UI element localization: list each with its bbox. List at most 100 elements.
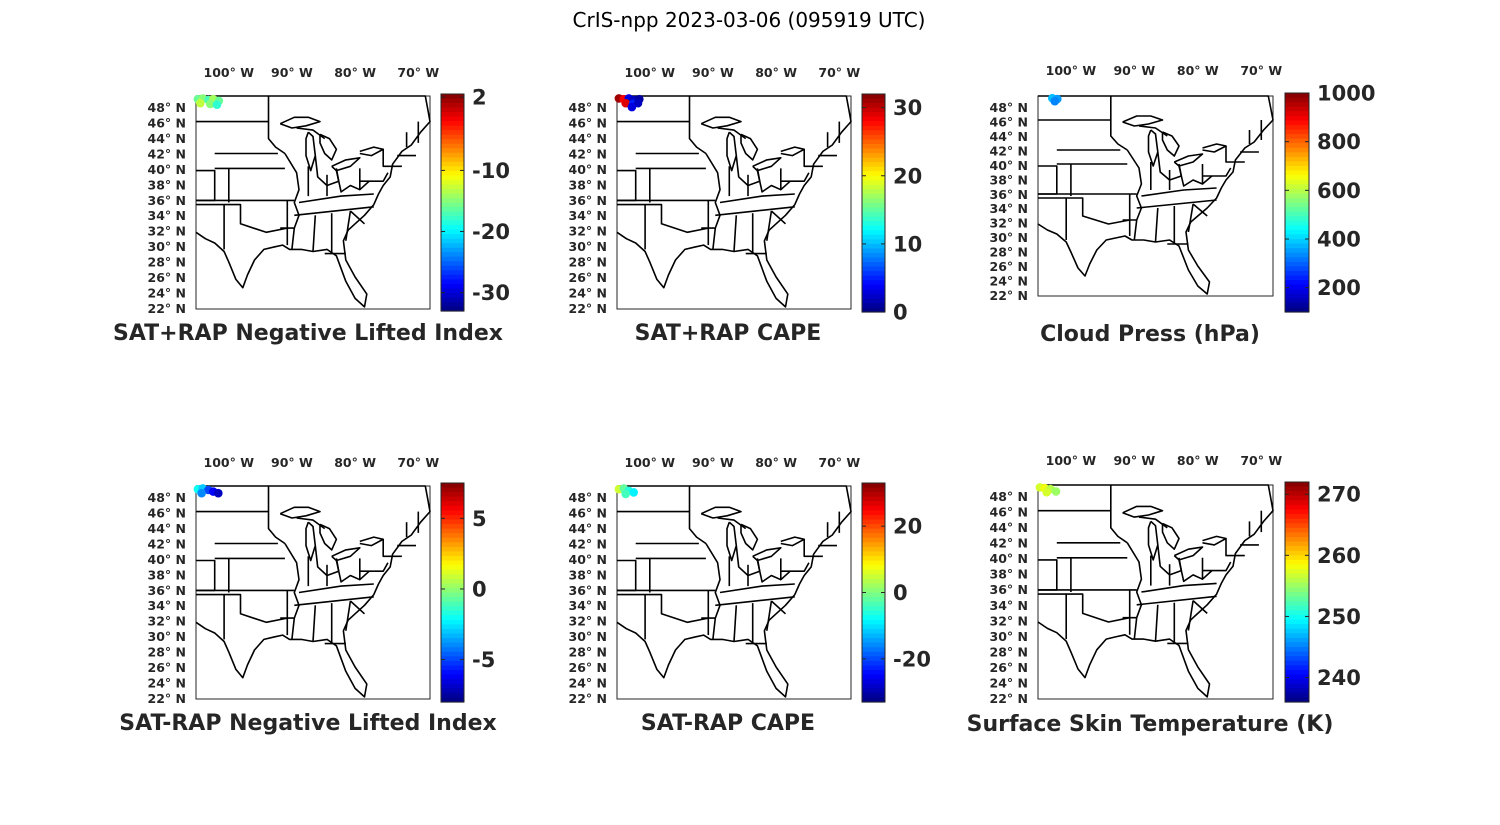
lat-tick-label: 26° N <box>990 259 1028 274</box>
colorbar-segment <box>862 629 885 635</box>
data-point <box>621 489 630 499</box>
figure-title: CrIS-npp 2023-03-06 (095919 UTC) <box>573 8 926 32</box>
colorbar-segment <box>441 211 464 217</box>
colorbar-segment <box>862 266 885 272</box>
colorbar-tick-label: 10 <box>893 232 922 256</box>
colorbar-segment <box>441 301 464 308</box>
colorbar-segment <box>1285 284 1309 290</box>
state-boundary <box>382 539 402 558</box>
colorbar-segment <box>862 189 885 195</box>
colorbar-segment <box>441 229 464 235</box>
state-boundary <box>382 149 402 168</box>
colorbar-segment <box>1285 120 1309 126</box>
state-boundary <box>780 562 810 572</box>
colorbar-segment <box>862 130 885 136</box>
colorbar-segment <box>441 647 464 653</box>
colorbar-segment <box>441 279 464 285</box>
colorbar-segment <box>1285 280 1309 286</box>
colorbar-segment <box>862 275 885 281</box>
lat-tick-label: 44° N <box>148 521 186 536</box>
state-boundary <box>359 562 389 572</box>
colorbar-segment <box>441 238 464 244</box>
state-boundary <box>1138 516 1168 529</box>
panel-title: Surface Skin Temperature (K) <box>967 712 1334 737</box>
data-point <box>1050 96 1060 106</box>
colorbar-segment <box>862 569 885 575</box>
colorbar-tick-label: 2 <box>472 86 487 110</box>
lat-tick-label: 22° N <box>569 301 607 316</box>
colorbar-segment <box>862 289 885 295</box>
colorbar-segment <box>862 633 885 639</box>
colorbar-segment <box>1285 175 1309 181</box>
map-panel: 100° W 90° W 80° W 70° W 48° N46° N44° N42° … <box>569 455 931 736</box>
lat-tick-label: 36° N <box>569 583 607 598</box>
lat-tick-label: 40° N <box>569 162 607 177</box>
colorbar-segment <box>441 610 464 616</box>
data-point <box>621 98 630 108</box>
colorbar-segment <box>441 642 464 648</box>
state-boundary <box>335 170 361 193</box>
colorbar-segment <box>441 510 464 516</box>
lon-tick-label: 100° W <box>625 65 676 80</box>
lon-tick-label: 80° W <box>334 455 376 470</box>
colorbar-segment <box>1285 188 1309 194</box>
colorbar-tick-label: 5 <box>472 507 487 531</box>
colorbar-segment <box>1285 166 1309 172</box>
colorbar-segment <box>1285 184 1309 190</box>
colorbar-segment <box>1285 610 1309 616</box>
state-boundary <box>294 206 374 217</box>
state-boundary <box>1066 593 1130 623</box>
lat-tick-label: 48° N <box>569 490 607 505</box>
colorbar-segment <box>1285 129 1309 135</box>
state-boundary <box>1161 522 1180 550</box>
state-boundary <box>312 215 317 252</box>
colorbar-segment <box>862 556 885 562</box>
colorbar-segment <box>1285 605 1309 611</box>
state-boundary <box>359 168 370 191</box>
lat-tick-label: 22° N <box>148 691 186 706</box>
lat-tick-label: 36° N <box>569 193 607 208</box>
colorbar-tick-label: 260 <box>1317 544 1361 568</box>
state-boundary <box>726 521 738 562</box>
state-boundary <box>296 127 326 140</box>
colorbar-segment <box>862 601 885 607</box>
colorbar-segment <box>862 524 885 530</box>
colorbar-segment <box>1285 546 1309 552</box>
lon-tick-label: 80° W <box>334 65 376 80</box>
lat-tick-label: 46° N <box>990 505 1028 520</box>
lon-tick-label: 90° W <box>692 65 734 80</box>
colorbar-segment <box>441 288 464 294</box>
colorbar-segment <box>862 647 885 653</box>
colorbar-segment <box>862 271 885 277</box>
lat-tick-label: 44° N <box>990 129 1028 144</box>
colorbar-segment <box>862 230 885 236</box>
colorbar-segment <box>441 170 464 176</box>
colorbar-segment <box>441 651 464 657</box>
lat-tick-label: 38° N <box>148 177 186 192</box>
colorbar-segment <box>862 212 885 218</box>
colorbar-segment <box>441 265 464 271</box>
colorbar-segment <box>862 688 885 694</box>
colorbar-segment <box>862 180 885 186</box>
state-boundary <box>717 517 747 530</box>
colorbar-segment <box>1285 257 1309 263</box>
state-boundary <box>1201 557 1213 580</box>
data-point <box>214 488 223 498</box>
colorbar-segment <box>441 188 464 195</box>
state-boundary <box>319 523 338 551</box>
state-boundary <box>1141 187 1217 197</box>
lat-tick-label: 28° N <box>569 645 607 660</box>
colorbar-segment <box>441 112 464 118</box>
colorbar-segment <box>441 175 464 181</box>
lat-tick-label: 42° N <box>148 536 186 551</box>
lat-tick-label: 28° N <box>990 644 1028 659</box>
colorbar-segment <box>1285 527 1309 534</box>
colorbar-segment <box>1285 207 1309 213</box>
colorbar-segment <box>441 225 464 231</box>
lat-tick-label: 28° N <box>569 255 607 270</box>
state-boundary <box>345 210 352 241</box>
colorbar-segment <box>862 307 885 313</box>
lat-tick-label: 24° N <box>148 676 186 691</box>
colorbar-segment <box>441 537 464 543</box>
colorbar-segment <box>441 247 464 253</box>
